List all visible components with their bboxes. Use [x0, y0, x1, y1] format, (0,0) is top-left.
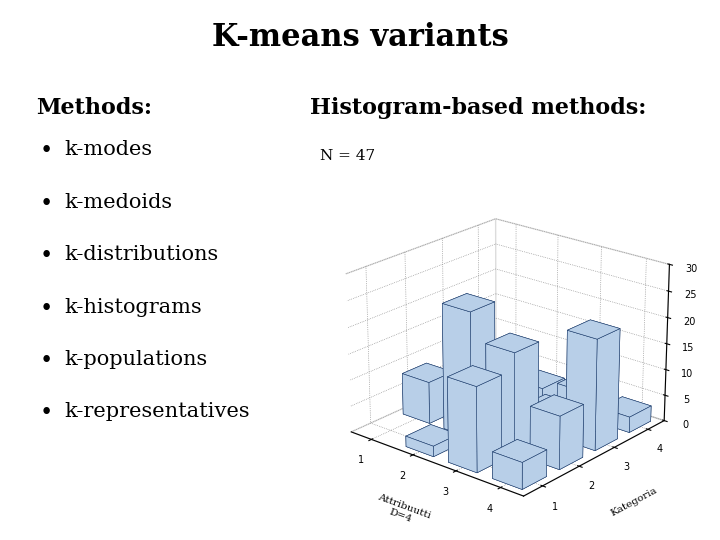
Text: k-populations: k-populations	[65, 350, 208, 369]
Text: k-medoids: k-medoids	[65, 193, 173, 212]
Text: •: •	[40, 140, 53, 163]
Text: k-distributions: k-distributions	[65, 245, 219, 264]
Text: K-means variants: K-means variants	[212, 22, 508, 52]
Text: Histogram-based methods:: Histogram-based methods:	[310, 97, 646, 119]
Y-axis label: Kategoria: Kategoria	[609, 486, 659, 518]
Text: N = 47: N = 47	[320, 148, 376, 163]
Text: Methods:: Methods:	[36, 97, 152, 119]
Text: •: •	[40, 193, 53, 215]
Text: k-representatives: k-representatives	[65, 402, 251, 421]
Text: •: •	[40, 298, 53, 320]
Text: •: •	[40, 245, 53, 267]
X-axis label: Attribuutti
D=4: Attribuutti D=4	[373, 492, 432, 530]
Text: •: •	[40, 350, 53, 372]
Text: k-modes: k-modes	[65, 140, 153, 159]
Text: •: •	[40, 402, 53, 424]
Text: k-histograms: k-histograms	[65, 298, 202, 316]
